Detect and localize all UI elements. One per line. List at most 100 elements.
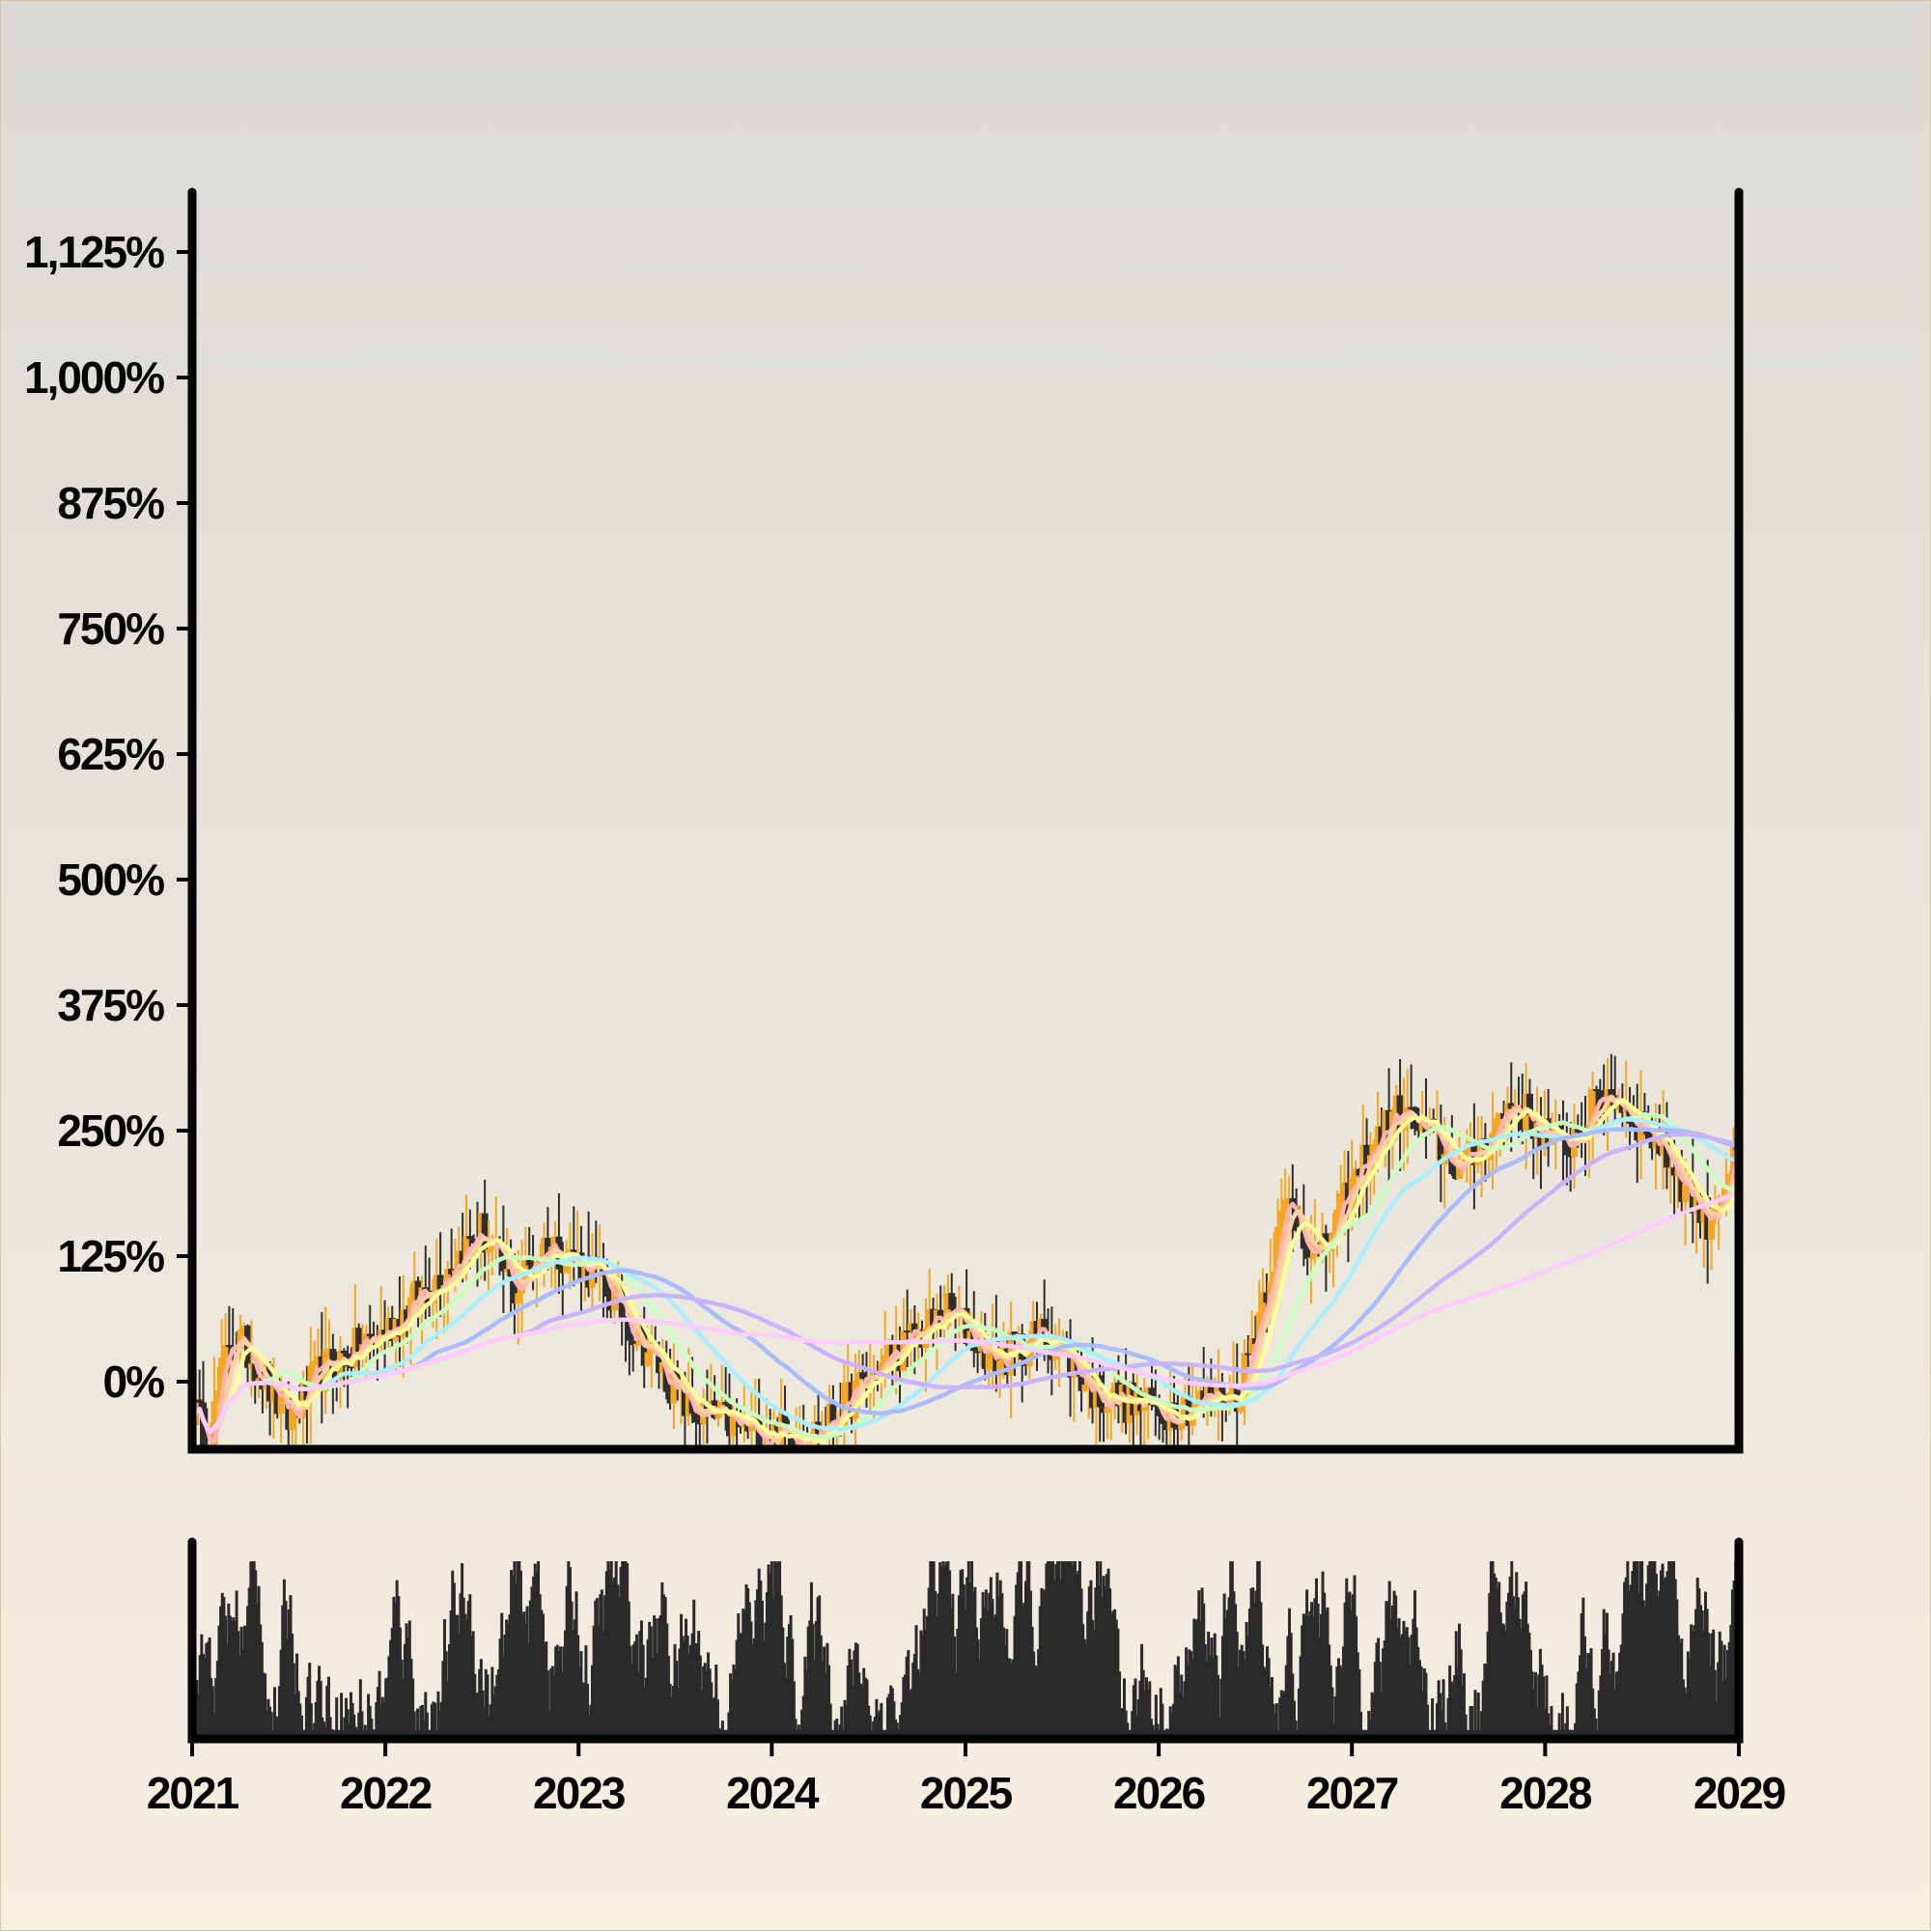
- volume-bar: [713, 1696, 716, 1739]
- candle-body: [725, 1404, 733, 1437]
- volume-bar: [235, 1590, 238, 1739]
- volume-bar: [1703, 1591, 1707, 1739]
- candle-body: [444, 1269, 452, 1286]
- volume-bar: [1555, 1729, 1559, 1739]
- volume-bar: [1443, 1722, 1447, 1739]
- volume-bar: [646, 1639, 650, 1739]
- volume-bar: [1727, 1641, 1731, 1739]
- volume-bar: [582, 1682, 586, 1739]
- candle-body: [1593, 1089, 1601, 1092]
- volume-bar: [1266, 1646, 1270, 1739]
- volume-bar: [1564, 1722, 1568, 1739]
- volume-bar: [690, 1633, 694, 1739]
- volume-bar: [363, 1724, 367, 1739]
- volume-bar: [747, 1602, 751, 1739]
- candle-body: [666, 1391, 674, 1404]
- volume-bar: [1609, 1673, 1612, 1739]
- volume-bar: [1550, 1705, 1553, 1739]
- volume-bar: [831, 1729, 835, 1739]
- volume-bar: [1109, 1613, 1113, 1739]
- candle-body: [485, 1248, 492, 1253]
- volume-bar: [1024, 1581, 1028, 1739]
- volume-bar: [1542, 1676, 1546, 1739]
- volume-bar: [1321, 1571, 1325, 1739]
- volume-bar: [425, 1712, 429, 1739]
- volume-bar: [1579, 1655, 1582, 1739]
- axis-layer: 0% 125% 250% 375% 500% 625% 750% 875% 1,000% 1,12…: [24, 187, 1787, 1818]
- volume-bar: [1284, 1665, 1288, 1739]
- volume-bar: [228, 1615, 232, 1739]
- volume-bar: [1310, 1602, 1314, 1739]
- volume-bar: [200, 1634, 204, 1739]
- candle-body: [692, 1414, 700, 1423]
- volume-bar: [1028, 1590, 1032, 1739]
- volume-bar: [360, 1711, 364, 1739]
- volume-bar: [1006, 1658, 1010, 1739]
- volume-bar: [1427, 1729, 1431, 1739]
- volume-bar: [1264, 1669, 1268, 1739]
- candle-body: [1192, 1405, 1200, 1408]
- volume-bar: [902, 1676, 906, 1739]
- volume-bar: [911, 1662, 915, 1739]
- volume-bar: [991, 1599, 994, 1739]
- volume-bar: [1456, 1667, 1460, 1739]
- volume-bar: [501, 1656, 505, 1739]
- volume-bar: [631, 1644, 635, 1739]
- volume-bar: [944, 1561, 948, 1739]
- volume-bar: [826, 1642, 829, 1739]
- volume-bar: [367, 1694, 371, 1739]
- volume-bar: [208, 1637, 211, 1739]
- volume-bar: [456, 1614, 460, 1739]
- volume-bar: [222, 1596, 226, 1739]
- volume-bar: [1188, 1649, 1191, 1739]
- candle-body: [1589, 1089, 1597, 1126]
- volume-bar: [686, 1635, 689, 1739]
- volume-bar: [719, 1729, 723, 1739]
- volume-bar: [277, 1686, 281, 1739]
- candle-body: [384, 1318, 392, 1340]
- volume-bar: [1065, 1561, 1069, 1739]
- volume-bar: [730, 1679, 734, 1739]
- volume-bar: [584, 1645, 588, 1739]
- volume-bar: [1291, 1673, 1295, 1739]
- volume-bar: [1410, 1635, 1413, 1739]
- candle-body: [1374, 1126, 1382, 1144]
- candle-body: [1519, 1110, 1526, 1131]
- volume-bar: [1426, 1704, 1430, 1739]
- volume-bar: [749, 1621, 753, 1739]
- volume-bar: [488, 1716, 491, 1739]
- volume-bar: [1686, 1651, 1690, 1739]
- volume-bar: [1513, 1608, 1517, 1739]
- candle-body: [626, 1320, 633, 1341]
- volume-bar: [252, 1561, 256, 1739]
- volume-bar: [1124, 1710, 1128, 1739]
- volume-bar: [1565, 1706, 1569, 1739]
- candle-body: [1507, 1103, 1515, 1109]
- volume-bar: [465, 1619, 469, 1739]
- volume-bar: [462, 1597, 465, 1739]
- volume-bar: [1094, 1587, 1098, 1739]
- volume-bar: [1281, 1693, 1285, 1739]
- volume-bar: [1262, 1666, 1266, 1739]
- volume-bar: [1202, 1603, 1206, 1739]
- candle-body: [466, 1236, 474, 1240]
- volume-bar: [1119, 1709, 1123, 1739]
- candle-body: [410, 1280, 418, 1298]
- volume-bar: [1373, 1662, 1377, 1739]
- candle-body: [1363, 1144, 1371, 1176]
- candle-body: [1111, 1382, 1119, 1403]
- volume-bar: [1200, 1587, 1204, 1739]
- candle-body: [633, 1343, 641, 1346]
- volume-bar: [500, 1612, 504, 1739]
- volume-bar: [1653, 1561, 1657, 1739]
- volume-bar: [1584, 1667, 1588, 1739]
- volume-bar: [1516, 1597, 1520, 1739]
- volume-bar: [224, 1615, 228, 1739]
- volume-bar: [567, 1561, 571, 1739]
- volume-bar: [1350, 1610, 1354, 1739]
- volume-bar: [1000, 1592, 1004, 1739]
- volume-bar: [1489, 1561, 1493, 1739]
- volume-bar: [1392, 1590, 1396, 1739]
- y-tick-label: 1,000%: [24, 352, 164, 403]
- volume-bar: [729, 1673, 733, 1739]
